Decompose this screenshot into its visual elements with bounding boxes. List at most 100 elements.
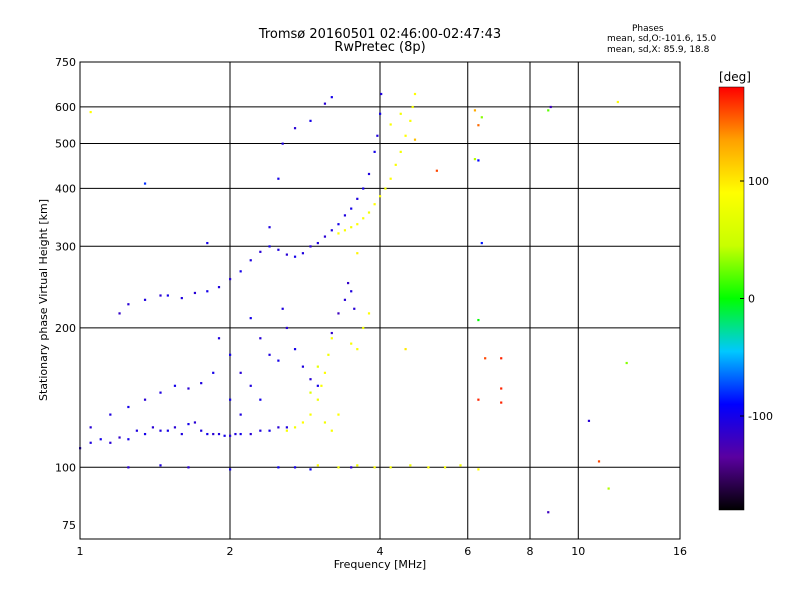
data-point — [587, 419, 591, 422]
data-point — [477, 318, 480, 322]
data-point — [293, 127, 297, 130]
data-point — [316, 398, 319, 401]
data-point — [379, 112, 382, 115]
y-tick-label: 100 — [55, 461, 76, 474]
data-point — [343, 298, 347, 301]
data-point — [435, 169, 438, 172]
data-point — [330, 429, 333, 432]
data-point — [268, 245, 271, 248]
grid-lines — [80, 62, 680, 539]
y-tick-label: 500 — [55, 138, 76, 151]
data-point — [409, 119, 412, 122]
data-point — [350, 226, 353, 229]
data-point — [159, 294, 162, 297]
data-point — [143, 432, 147, 436]
data-point — [350, 290, 353, 293]
data-point — [118, 436, 121, 439]
data-point — [212, 432, 215, 436]
data-point — [239, 371, 242, 374]
data-point — [373, 150, 376, 153]
data-point — [477, 398, 480, 401]
data-point — [193, 421, 197, 424]
data-point — [323, 102, 327, 105]
data-point — [239, 270, 242, 273]
data-point — [200, 429, 203, 432]
chart-subtitle: RwPretec (8p) — [334, 40, 426, 55]
data-point — [399, 112, 402, 115]
data-point — [477, 124, 480, 127]
data-point — [277, 248, 280, 251]
data-point — [259, 429, 262, 432]
data-point — [330, 96, 333, 99]
data-point — [376, 134, 379, 137]
data-point — [217, 337, 221, 340]
data-point — [343, 229, 347, 232]
data-point — [409, 464, 412, 467]
data-point — [477, 468, 480, 471]
data-point — [301, 421, 305, 424]
data-point — [459, 464, 462, 467]
data-point — [616, 100, 619, 104]
data-point — [380, 92, 383, 96]
data-point — [109, 413, 112, 416]
x-tick-label: 10 — [571, 545, 585, 558]
x-tick-label: 2 — [227, 545, 234, 558]
data-point — [143, 398, 147, 401]
data-point — [330, 331, 333, 335]
data-point — [159, 429, 162, 432]
data-point — [362, 326, 365, 330]
data-point — [500, 401, 503, 404]
data-point — [206, 432, 209, 436]
data-point — [337, 223, 340, 226]
data-point — [285, 253, 288, 256]
data-point — [350, 466, 353, 469]
data-point — [480, 116, 483, 119]
data-point — [212, 371, 215, 374]
data-point — [281, 142, 284, 145]
data-point — [389, 466, 392, 469]
data-point — [159, 391, 162, 394]
data-point — [625, 361, 628, 365]
data-point — [356, 197, 359, 200]
phase-stats-o: mean, sd,O:-101.6, 15.0 — [607, 34, 717, 44]
data-point — [118, 312, 121, 315]
data-point — [187, 466, 190, 469]
data-point — [323, 235, 327, 238]
data-point — [362, 217, 365, 220]
data-point — [293, 426, 297, 429]
data-point — [404, 348, 407, 351]
y-tick-label: 200 — [55, 322, 76, 335]
x-axis-label: Frequency [MHz] — [334, 558, 426, 571]
y-tick-label: 300 — [55, 240, 76, 253]
data-point — [337, 413, 340, 416]
phase-stats-title: Phases — [632, 24, 664, 34]
data-point — [159, 464, 162, 467]
colorbar-tick-label: 0 — [748, 293, 755, 306]
data-point — [285, 326, 288, 330]
colorbar-tick-label: -100 — [748, 410, 773, 423]
data-point — [229, 277, 232, 281]
colorbar — [718, 86, 745, 511]
data-point — [89, 441, 92, 444]
data-point — [99, 438, 102, 441]
data-point — [309, 413, 312, 416]
data-point — [473, 158, 477, 161]
data-point — [293, 255, 297, 258]
x-tick-label: 16 — [673, 545, 687, 558]
y-axis-label: Stationary phase Virtual Height [km] — [37, 199, 50, 401]
data-point — [327, 353, 330, 356]
data-point — [394, 163, 397, 166]
data-point — [293, 466, 297, 469]
data-point — [500, 387, 503, 390]
colorbar-tick-label: 100 — [748, 175, 769, 188]
data-point — [367, 211, 371, 214]
data-point — [309, 378, 312, 381]
data-point — [285, 429, 288, 432]
data-point — [337, 466, 340, 469]
y-tick-label: 400 — [55, 182, 76, 195]
data-point — [206, 241, 209, 245]
data-point — [389, 177, 392, 180]
data-point — [356, 223, 359, 226]
data-point — [277, 466, 280, 469]
data-point — [268, 429, 271, 432]
